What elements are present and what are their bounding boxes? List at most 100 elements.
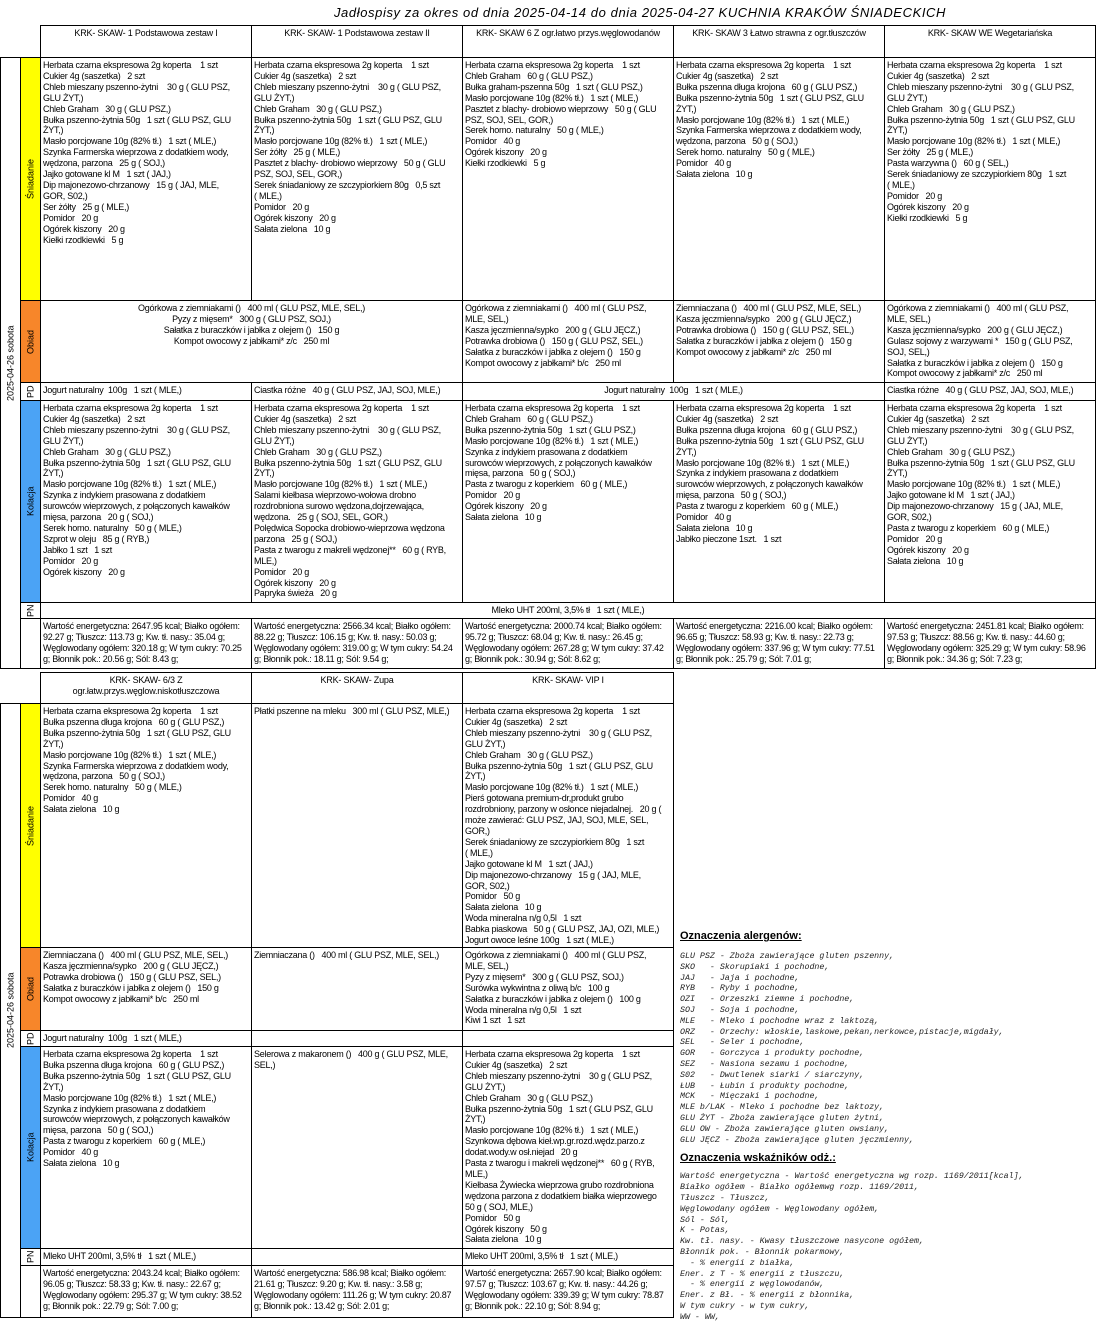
menu-line: Woda mineralna n/g 0,5l 1 szt (465, 1004, 582, 1015)
menu-line: ( MLE,) (465, 847, 493, 858)
menu-line: Wartość energetyczna: 2000.74 kcal; Biał… (465, 621, 662, 631)
menu-cell: Herbata czarna ekspresowa 2g koperta 1 s… (462, 400, 674, 603)
menu-line: MLE,) (254, 555, 277, 566)
menu-cell: Herbata czarna ekspresowa 2g koperta 1 s… (251, 57, 463, 301)
menu-line: Bułka pszenno-żytnia 50g 1 szt ( GLU PSZ… (43, 727, 231, 738)
allergen-item: MLE - Mleko i pochodne wraz z laktozą, (680, 1016, 880, 1026)
menu-line: Potrawka drobiowa () 150 g ( GLU PSZ, SE… (465, 335, 643, 346)
menu-line: ŻYT,) (887, 468, 908, 479)
menu-line: GOR, S02,) (43, 190, 88, 201)
allergen-item: GOR - Gorczyca i produkty pochodne, (680, 1049, 865, 1059)
menu-line: Masło porcjowane 10g (82% tł.) 1 szt ( M… (43, 1092, 217, 1103)
menu-line: Ciastka różne 40 g ( GLU PSZ, JAJ, SOJ, … (887, 385, 1074, 395)
menu-line: Sałatka z buraczków i jabłka z olejem ()… (887, 357, 1063, 368)
allergen-item: MLE b/LAK - Mleko i pochodne bez laktozy… (680, 1103, 885, 1113)
menu-line: Pomidor 20 g (43, 555, 99, 566)
menu-line: Chleb mieszany pszenno-żytni 30 g ( GLU … (887, 424, 1074, 435)
menu-line: Masło porcjowane 10g (82% tł.) 1 szt ( M… (254, 136, 428, 147)
menu-line: Pyzy z mięsem* 300 g ( GLU PSZ, SOJ,) (465, 971, 624, 982)
menu-line: Wartość energetyczna: 2566.34 kcal; Biał… (254, 621, 451, 631)
menu-line: GOR, S02,) (887, 512, 932, 523)
column-header-line: KRK- SKAW 6 Z ogr.łatwo przys.węglowodan… (476, 28, 660, 38)
menu-line: Cukier 4g (saszetka) 2 szt (465, 1059, 568, 1070)
page-title: Jadłospisy za okres od dnia 2025-04-14 d… (333, 5, 947, 20)
menu-line: ŻYT,) (43, 468, 64, 479)
menu-line: Masło porcjowane 10g (82% tł.) 1 szt ( M… (465, 782, 639, 793)
menu-line: Sałata zielona 10 g (43, 804, 120, 815)
indicator-item: Ener. z Bł. - % energii z błonnika, (680, 1291, 855, 1301)
menu-line: MLE,) (465, 1168, 488, 1179)
menu-line: Serek śniadaniowy ze szczypiorkiem 80g 0… (254, 179, 441, 190)
menu-cell: Herbata czarna ekspresowa 2g koperta 1 s… (462, 703, 674, 948)
menu-line: Chleb Graham 30 g ( GLU PSZ,) (887, 103, 1015, 114)
menu-line: Serek homo. naturalny 50 g ( MLE,) (43, 522, 182, 533)
menu-line: Szynka z indykiem prasowana z dodatkiem (465, 446, 628, 457)
menu-line: Kiwi 1 szt 1 szt (465, 1015, 526, 1026)
menu-line: ( MLE,) (254, 190, 282, 201)
menu-line: Chleb mieszany pszenno-żytni 30 g ( GLU … (465, 727, 652, 738)
indicator-item: Białko ogółem - Białko ogółemwg rozp. 11… (680, 1183, 919, 1193)
menu-line: Jogurt owoce leśne 100g 1 szt ( MLE,) (465, 935, 614, 946)
menu-line: Kompot owocowy z jabłkami* b/c 250 ml (43, 993, 199, 1004)
menu-line: Potrawka drobiowa () 150 g ( GLU PSZ, SE… (676, 324, 854, 335)
menu-line: Pomidor 20 g (887, 190, 943, 201)
menu-cell: Mleko UHT 200ml, 3,5% tł 1 szt ( MLE,) (40, 1248, 252, 1266)
menu-line: Sałata zielona 10 g (887, 555, 964, 566)
menu-line: Węglowodany ogółem: 295.37 g; W tym cukr… (43, 1289, 242, 1300)
menu-line: 97.57 g; Tłuszcz: 103.67 g; Kw. tł. nasy… (465, 1278, 648, 1289)
menu-line: Woda mineralna n/g 0,5l 1 szt (465, 913, 582, 924)
menu-line: GLU ŻYT,) (43, 435, 84, 446)
menu-line: wędzona parzona z dodatkiem białka wiepr… (465, 1190, 657, 1201)
menu-line: Pomidor 50 g (465, 891, 521, 902)
menu-line: Węglowodany ogółem: 111.26 g; W tym cukr… (254, 1289, 452, 1300)
menu-line: Herbata czarna ekspresowa 2g koperta 1 s… (43, 403, 218, 413)
menu-line: Bułka pszenno-żytnia 50g 1 szt ( GLU PSZ… (254, 114, 442, 125)
meal-label: PD (20, 382, 41, 401)
menu-line: Herbata czarna ekspresowa 2g koperta 1 s… (887, 60, 1062, 70)
menu-line: surowców wieprzowych, z połączonych kawa… (465, 457, 652, 468)
indicator-item: Ener. z T - % energii z tłuszczu, (680, 1269, 845, 1279)
menu-line: Mleko UHT 200ml, 3,5% tł 1 szt ( MLE,) (465, 1251, 618, 1261)
menu-cell: Herbata czarna ekspresowa 2g koperta 1 s… (884, 400, 1096, 603)
menu-cell: Ziemniaczana () 400 ml ( GLU PSZ, MLE, S… (40, 947, 252, 1031)
menu-line: Wartość energetyczna: 2657.90 kcal; Biał… (465, 1268, 662, 1278)
menu-line: Serek homo. naturalny 50 g ( MLE,) (43, 782, 182, 793)
menu-line: Chleb Graham 30 g ( GLU PSZ,) (465, 1092, 593, 1103)
menu-line: Serek śniadaniowy ze szczypiorkiem 80g 1… (465, 836, 645, 847)
menu-line: Pasta warzywna () 60 g ( SEL,) (887, 158, 1009, 169)
menu-line: PSZ, SOJ, SEL, GOR,) (465, 114, 554, 125)
indicators-title: Oznaczenia wskaźników odż.: (680, 1152, 836, 1165)
menu-line: Chleb Graham 30 g ( GLU PSZ,) (254, 103, 382, 114)
menu-line: Kasza jęczmienna/sypko 200 g ( GLU JĘCZ,… (676, 313, 852, 324)
menu-line: Ogórek kiszony 20 g (254, 212, 336, 223)
menu-line: Herbata czarna ekspresowa 2g koperta 1 s… (887, 403, 1062, 413)
menu-line: Masło porcjowane 10g (82% tł.) 1 szt ( M… (676, 457, 850, 468)
meal-label: PN (20, 602, 41, 619)
menu-line: 95.72 g; Tłuszcz: 68.04 g; Kw. tł. nasy.… (465, 631, 643, 642)
menu-line: ŻYT,) (465, 771, 486, 782)
column-header: KRK- SKAW 6 Z ogr.łatwo przys.węglowodan… (462, 25, 674, 58)
menu-line: Pasta z twarogu z koperkiem 60 g ( MLE,) (676, 501, 839, 512)
column-header-line: KRK- SKAW- 6/3 Z (109, 675, 183, 685)
allergen-item: S02 - Dwutlenek siarki / siarczyny, (680, 1070, 865, 1080)
menu-line: Pomidor 40 g (676, 512, 732, 523)
menu-line: Wartość energetyczna: 2043.24 kcal; Biał… (43, 1268, 240, 1278)
menu-line: MLE, SEL,) (887, 313, 931, 324)
menu-line: Węglowodany ogółem: 319.00 g; W tym cukr… (254, 642, 453, 653)
menu-line: Dip majonezowo-chrzanowy 15 g ( JAJ, MLE… (465, 869, 641, 880)
menu-line: Wartość energetyczna: 2216.00 kcal; Biał… (676, 621, 873, 631)
menu-line: Chleb Graham 30 g ( GLU PSZ,) (465, 749, 593, 760)
menu-line: Chleb Graham 30 g ( GLU PSZ,) (887, 446, 1015, 457)
menu-line: Pomidor 40 g (43, 793, 99, 804)
menu-line: Pomidor 50 g (465, 1212, 521, 1223)
menu-line: g; Błonnik pok.: 13.42 g; Sól: 2.01 g; (254, 1300, 390, 1311)
menu-line: MLE, SEL,) (465, 313, 509, 324)
menu-line: Mleko UHT 200ml, 3,5% tł 1 szt ( MLE,) (491, 605, 645, 615)
indicator-item: - % energii z białka, (680, 1258, 795, 1268)
menu-line: Ziemniaczana () 400 ml ( GLU PSZ, MLE, S… (254, 950, 440, 960)
menu-line: PSZ, SOJ, SEL, GOR,) (254, 169, 343, 180)
menu-cell: Mleko UHT 200ml, 3,5% tł 1 szt ( MLE,) (462, 1248, 674, 1266)
menu-line: Szynka z indykiem prasowana z dodatkiem (676, 468, 839, 479)
meal-label (20, 1265, 41, 1318)
